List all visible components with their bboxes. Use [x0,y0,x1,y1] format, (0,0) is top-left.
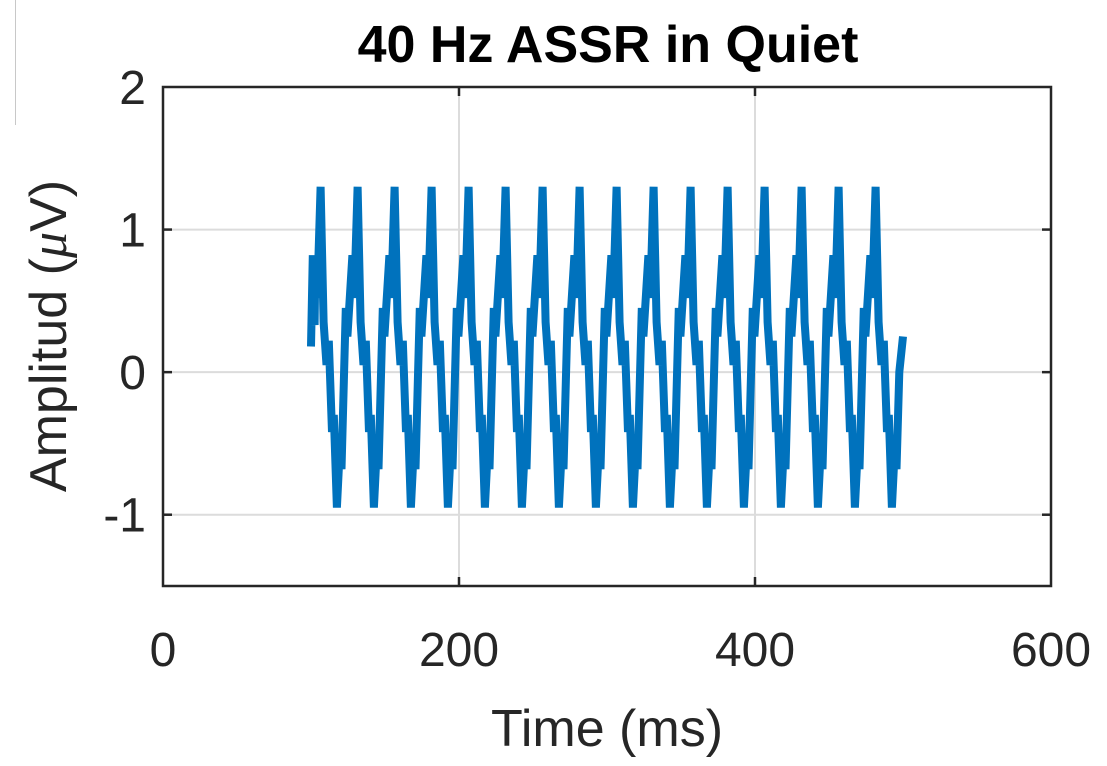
x-tick-label: 200 [419,624,499,677]
x-tick-label: 0 [150,624,177,677]
x-tick-label: 600 [1011,624,1091,677]
axes-box [161,85,1053,588]
y-tick-label: -1 [103,490,146,543]
x-axis-label: Time (ms) [491,700,723,758]
y-axis-label-symbol: μ [21,232,78,259]
series-line [307,186,907,508]
y-tick-label: 0 [119,347,146,400]
y-tick-label: 1 [119,205,146,258]
y-tick-labels: -1 0 1 2 [103,62,146,543]
chart-title: 40 Hz ASSR in Quiet [358,16,859,74]
y-axis-label-prefix: Amplitud ( [20,257,78,492]
y-axis-label-suffix: V) [20,180,78,232]
y-tick-label: 2 [119,62,146,115]
y-axis-label: Amplitud (μV) [20,180,78,492]
x-tick-label: 400 [715,624,795,677]
window-edge-line [15,0,16,125]
x-tick-labels: 0 200 400 600 [150,624,1091,677]
series-group [307,186,907,508]
ticks [163,87,1051,586]
